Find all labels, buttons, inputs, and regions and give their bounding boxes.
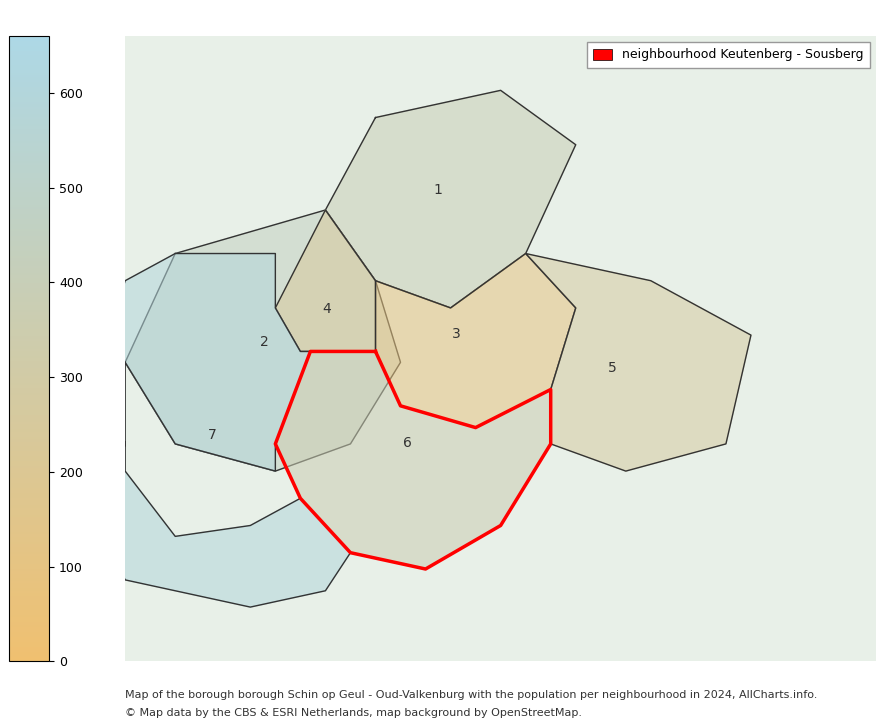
Text: 2: 2 bbox=[260, 335, 268, 349]
Text: 7: 7 bbox=[207, 429, 216, 442]
Text: 6: 6 bbox=[403, 436, 412, 449]
Polygon shape bbox=[325, 91, 576, 308]
Text: Map of the borough borough Schin op Geul - Oud-Valkenburg with the population pe: Map of the borough borough Schin op Geul… bbox=[125, 690, 817, 700]
Polygon shape bbox=[275, 210, 375, 352]
Text: © Map data by the CBS & ESRI Netherlands, map background by OpenStreetMap.: © Map data by the CBS & ESRI Netherlands… bbox=[125, 708, 582, 718]
Text: 3: 3 bbox=[451, 327, 460, 341]
Text: 1: 1 bbox=[434, 183, 443, 197]
Polygon shape bbox=[125, 210, 401, 471]
Legend: neighbourhood Keutenberg - Sousberg: neighbourhood Keutenberg - Sousberg bbox=[587, 42, 870, 68]
Polygon shape bbox=[375, 254, 576, 428]
Polygon shape bbox=[275, 352, 551, 569]
Polygon shape bbox=[100, 254, 350, 607]
Text: 4: 4 bbox=[323, 302, 332, 316]
Polygon shape bbox=[526, 254, 751, 471]
Text: 5: 5 bbox=[608, 362, 616, 375]
